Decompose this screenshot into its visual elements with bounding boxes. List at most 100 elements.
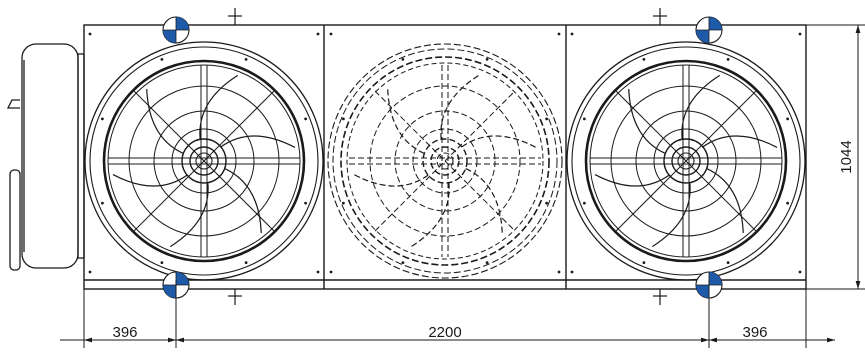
panel-bolt xyxy=(557,270,561,274)
fan-guard-mid xyxy=(610,85,762,237)
fan-crossbar-diag xyxy=(374,90,516,232)
fan-bolt xyxy=(485,57,489,61)
fan-guard-ring xyxy=(340,56,550,266)
fan-guard-ring xyxy=(584,59,788,263)
lifting-markers xyxy=(162,16,723,299)
panel-bolt xyxy=(88,32,92,36)
fan-bolt xyxy=(401,57,405,61)
fan-blade xyxy=(461,135,537,148)
fan-bolt xyxy=(485,261,489,265)
fan-bolt xyxy=(582,117,586,121)
fan-guard-tiny xyxy=(412,128,478,194)
panel-bolt xyxy=(316,270,320,274)
unit-casing xyxy=(83,24,807,290)
fan-ring-inner xyxy=(332,48,558,274)
fan-ring-outer xyxy=(566,41,806,281)
fan-hub-center xyxy=(677,152,695,170)
fan-bolt xyxy=(642,57,646,61)
fan-bolt xyxy=(726,57,730,61)
panel-bolt xyxy=(329,270,333,274)
fan-blade xyxy=(440,74,480,140)
fan-hub xyxy=(189,146,219,176)
fan-ring-inner xyxy=(571,46,801,276)
fan-hub-ring xyxy=(422,138,468,184)
fan-bolt xyxy=(244,261,248,265)
fan-hub-ring xyxy=(663,138,709,184)
fan-bolt xyxy=(401,261,405,265)
fan-bolt xyxy=(304,117,308,121)
fan-blade xyxy=(199,74,239,140)
panel-bolt xyxy=(329,32,333,36)
fan-blade xyxy=(702,135,778,148)
dimension-labels: 396 2200 396 1044 xyxy=(112,140,855,341)
fan-blade xyxy=(387,88,425,155)
fan-blade xyxy=(594,174,670,187)
dim-left-offset: 396 xyxy=(112,324,137,341)
fan-bolt xyxy=(100,201,104,205)
fan-bolt xyxy=(786,117,790,121)
panel-bolt xyxy=(316,32,320,36)
fan-blade xyxy=(651,182,691,248)
fan-bolt xyxy=(545,201,549,205)
dimension-lines xyxy=(60,24,865,348)
fan-guard-inner xyxy=(589,64,783,258)
fan-blade xyxy=(681,74,721,140)
fan-blade xyxy=(410,182,450,248)
fan-bolt xyxy=(786,201,790,205)
panel-bolt xyxy=(557,32,561,36)
fan-hub-center xyxy=(195,152,213,170)
fan-hub-center xyxy=(436,152,454,170)
fan-blade xyxy=(146,88,184,155)
fan-crossbar-diag xyxy=(133,90,275,232)
connection-stubs xyxy=(228,8,667,305)
dim-center-span: 2200 xyxy=(428,324,461,341)
fan-blade xyxy=(224,167,262,234)
fan-guard-tiny xyxy=(171,128,237,194)
fan-guard-inner xyxy=(346,62,544,260)
fan-ring-outer xyxy=(327,43,563,279)
fan-left xyxy=(84,32,324,281)
lifting-point-top-left xyxy=(162,16,190,44)
fan-crossbar-diag xyxy=(615,90,757,232)
panel-bolt xyxy=(570,270,574,274)
fan-guard-tiny xyxy=(653,128,719,194)
fan-bolt xyxy=(341,201,345,205)
fan-bolt xyxy=(304,201,308,205)
fan-hub xyxy=(430,146,460,176)
fan-crossbar-diag xyxy=(374,90,516,232)
fan-blade xyxy=(628,88,666,155)
lifting-point-top-right xyxy=(695,16,723,44)
fan-bolt xyxy=(642,261,646,265)
fan-bolt xyxy=(100,117,104,121)
fan-bolt xyxy=(726,261,730,265)
fan-bolt xyxy=(545,117,549,121)
fan-bolt xyxy=(160,57,164,61)
panel-bolt xyxy=(88,270,92,274)
dim-height: 1044 xyxy=(838,140,855,173)
fan-blade xyxy=(220,135,296,148)
fan-bolt xyxy=(160,261,164,265)
fan-blade xyxy=(353,174,429,187)
fan-hub xyxy=(671,146,701,176)
dim-right-offset: 396 xyxy=(742,324,767,341)
panel-bolt xyxy=(798,32,802,36)
fan-guard-inner xyxy=(107,64,301,258)
fan-hub-ring xyxy=(181,138,227,184)
fan-blade xyxy=(169,182,209,248)
fan-guard-ring xyxy=(102,59,306,263)
fan-center xyxy=(327,32,563,279)
fan-ring-inner xyxy=(89,46,319,276)
side-motor-housing xyxy=(6,43,85,271)
panel-bolt xyxy=(570,32,574,36)
panel-bolt xyxy=(798,270,802,274)
fan-bolt xyxy=(582,201,586,205)
fan-blade xyxy=(112,174,188,187)
fan-right xyxy=(566,32,806,281)
fan-blade xyxy=(465,167,503,234)
fan-blade xyxy=(706,167,744,234)
fan-guard-mid xyxy=(369,85,521,237)
fan-ring-outer xyxy=(84,41,324,281)
fan-bolt xyxy=(341,117,345,121)
fan-bolt xyxy=(244,57,248,61)
